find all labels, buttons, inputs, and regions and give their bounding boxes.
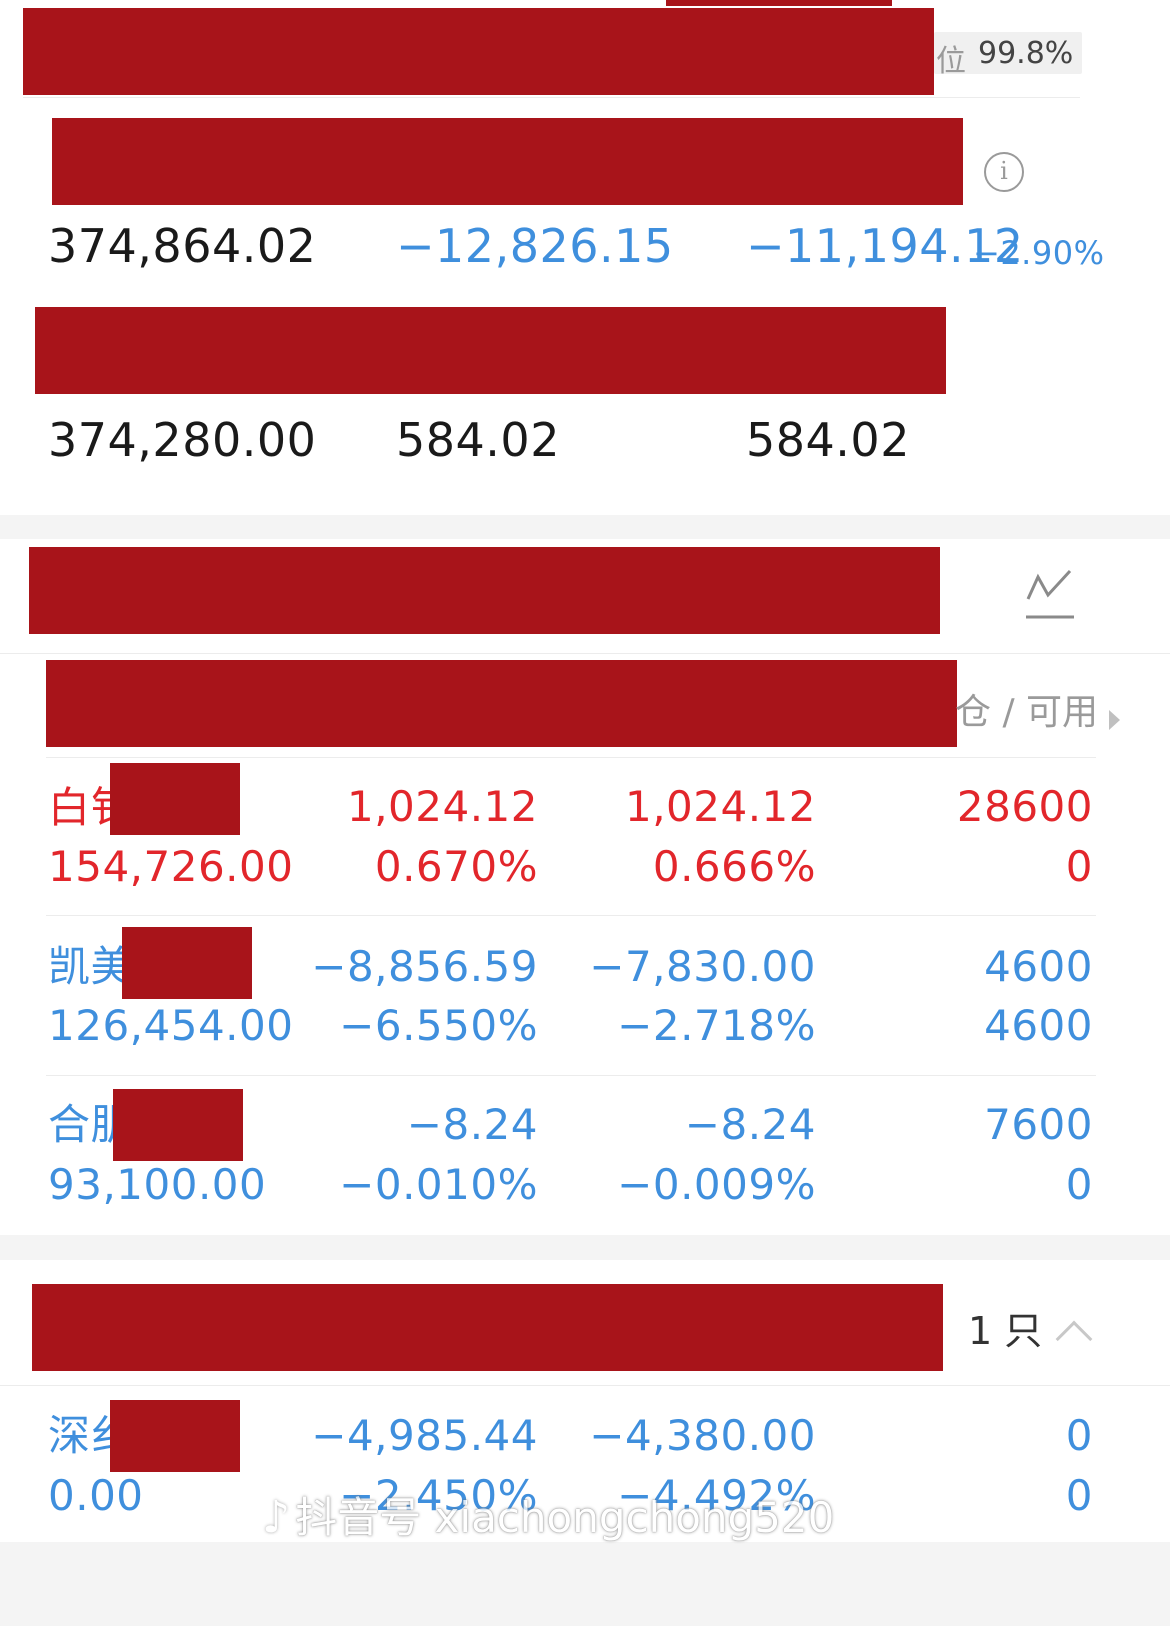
redacted-block [32,1284,943,1371]
chevron-up-icon [1055,1320,1093,1358]
divider [0,1385,1170,1386]
tiktok-logo-icon: ♪ [262,1492,291,1543]
redacted-block [666,0,892,6]
floating-pl-percent: −2.450% [339,1471,538,1520]
floating-pl: 1,024.12 [346,782,538,831]
chevron-right-icon [1109,709,1121,730]
redacted-block [23,8,934,95]
daily-pl-percent: −2.718% [617,1001,816,1050]
daily-pl: −4,380.00 [589,1411,816,1460]
available-qty: 0 [1065,842,1093,891]
position-available-label: 仓 / 可用 [955,692,1099,733]
daily-pl: −7,830.00 [589,942,816,991]
daily-pl-percent: −4.492% [617,1471,816,1520]
position-qty: 4600 [984,942,1093,991]
daily-pl: 1,024.12 [624,782,816,831]
daily-pl: −8.24 [684,1100,816,1149]
floating-pl-percent: 0.670% [374,842,538,891]
position-qty: 28600 [956,782,1093,831]
cleared-count-toggle[interactable]: 1 只 [968,1300,1093,1358]
redacted-block [110,1400,240,1472]
withdrawable-funds-value: 584.02 [746,413,910,467]
stock-market-value: 126,454.00 [48,1001,294,1050]
position-qty: 7600 [984,1100,1093,1149]
daily-pl-value: −11,194.12 [746,219,1024,273]
market-value-total: 374,280.00 [48,413,317,467]
available-funds-value: 584.02 [396,413,560,467]
holding-row[interactable]: 白钅 154,726.00 1,024.12 0.670% 1,024.12 0… [0,759,1170,915]
watermark: ♪ 抖音号 xiachongchong520 [262,1484,834,1545]
account-summary-panel: 位 99.8% i 374,864.02 −12,826.15 −11,194.… [0,0,1170,515]
position-qty: 0 [1065,1411,1093,1460]
available-qty: 0 [1065,1471,1093,1520]
redacted-block [113,1089,243,1161]
position-value: 99.8% [978,36,1074,71]
holding-row[interactable]: 凯美 126,454.00 −8,856.59 −6.550% −7,830.0… [0,917,1170,1075]
holding-row[interactable]: 合肌 93,100.00 −8.24 −0.010% −8.24 −0.009%… [0,1077,1170,1235]
floating-pl-value: −12,826.15 [396,219,674,273]
trend-chart-icon[interactable] [1024,569,1076,621]
floating-pl-percent: −0.010% [339,1160,538,1209]
redacted-block [110,763,240,835]
holdings-panel: 仓 / 可用 白钅 154,726.00 1,024.12 0.670% 1,0… [0,539,1170,1235]
redacted-block [46,660,957,747]
cleared-panel: 1 只 深纟 0.00 −4,985.44 −2.450% −4,380.00 … [0,1260,1170,1542]
divider [46,915,1096,916]
divider [46,757,1096,758]
stock-market-value: 93,100.00 [48,1160,267,1209]
position-label: 位 [936,44,966,79]
info-icon[interactable]: i [984,152,1024,192]
stock-market-value: 154,726.00 [48,842,294,891]
position-available-header[interactable]: 仓 / 可用 [955,683,1121,733]
floating-pl: −4,985.44 [311,1411,538,1460]
divider [46,1075,1096,1076]
daily-pl-percent: −2.90% [973,234,1105,272]
floating-pl: −8,856.59 [311,942,538,991]
daily-pl-percent: 0.666% [652,842,816,891]
redacted-block [29,547,940,634]
position-ratio-badge[interactable]: 位 99.8% [934,32,1082,79]
stock-market-value: 0.00 [48,1471,144,1520]
redacted-block [52,118,963,205]
redacted-block [122,927,252,999]
watermark-text: 抖音号 xiachongchong520 [295,1493,835,1542]
available-qty: 4600 [984,1001,1093,1050]
redacted-block [35,307,946,394]
daily-pl-percent: −0.009% [617,1160,816,1209]
divider [23,97,1080,98]
divider [0,653,1170,654]
floating-pl-percent: −6.550% [339,1001,538,1050]
cleared-row[interactable]: 深纟 0.00 −4,985.44 −2.450% −4,380.00 −4.4… [0,1386,1170,1542]
cleared-count: 1 只 [968,1309,1043,1353]
total-assets-value: 374,864.02 [48,219,317,273]
stock-name: 凯美 [48,942,134,991]
floating-pl: −8.24 [406,1100,538,1149]
available-qty: 0 [1065,1160,1093,1209]
